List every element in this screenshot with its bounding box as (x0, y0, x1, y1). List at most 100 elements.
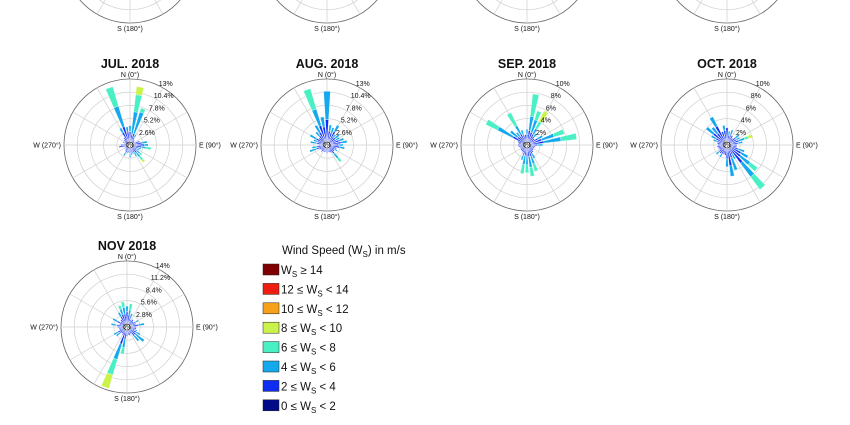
center-marker (323, 141, 331, 149)
wind-rose-7: 2% 4% 6% 8% 10% 0% N (0°) S (180°) E (90°) W (270… (430, 57, 618, 221)
south-label: S (180°) (314, 25, 340, 33)
north-label: N (0°) (121, 71, 139, 79)
rose-petal-segment (121, 329, 126, 334)
ring-label: 8% (751, 93, 761, 100)
rose-petal-segment (133, 140, 140, 145)
ring-label: 7.8% (149, 105, 165, 112)
rose-petal-segment (506, 112, 518, 128)
rose-petal-segment (326, 148, 328, 154)
rose-petal-segment (336, 156, 342, 163)
ring-label: 2.6% (336, 130, 352, 137)
rose-petal-segment (340, 139, 348, 144)
legend-swatch (262, 321, 280, 334)
rose-petal-segment (330, 127, 335, 134)
wind-rose-2: S (180°) (276, 0, 378, 33)
rose-spoke (551, 0, 561, 15)
rose-petal-segment (113, 105, 125, 128)
south-label: S (180°) (314, 213, 340, 221)
ring-label: 10.4% (351, 93, 371, 100)
rose-petal-segment (119, 127, 124, 134)
rose-petal-segment (303, 88, 317, 111)
ring-label: 10% (556, 81, 570, 88)
rose-petal-segment (313, 139, 318, 143)
rose-petal-segment (485, 119, 500, 131)
rose-petal-segment (133, 334, 140, 342)
center-label: 0% (126, 143, 135, 149)
north-label: N (0°) (318, 71, 336, 79)
rose-petal-segment (518, 142, 524, 145)
rose-petal-segment (711, 126, 719, 135)
rose-petal-segment (737, 148, 745, 153)
rose-petal-segment (318, 137, 325, 143)
rose-petal-segment (328, 124, 333, 132)
rose-petal-segment (129, 321, 134, 326)
rose-petal-segment (722, 148, 727, 155)
east-label: E (90°) (796, 142, 818, 150)
rose-petal-segment (112, 317, 118, 323)
rose-petal-segment (529, 138, 535, 143)
rose-spoke (526, 144, 585, 179)
rose-spoke (96, 0, 106, 15)
rose-petal-segment (712, 138, 718, 143)
rose-petal-segment (133, 134, 137, 139)
rose-petal-segment (727, 130, 731, 136)
east-label: E (90°) (196, 324, 218, 332)
rose-petal-segment (120, 144, 127, 146)
south-label: S (180°) (714, 213, 740, 221)
rose-spoke (493, 144, 528, 203)
rose-petal-segment (552, 129, 565, 138)
ring-label: 10.4% (154, 93, 174, 100)
rose-petal-segment (135, 86, 145, 96)
rose-petal-segment (315, 131, 321, 137)
west-label: W (270°) (430, 142, 458, 150)
rose-petal-segment (134, 329, 138, 332)
rose-title: JUL. 2018 (101, 57, 159, 71)
rose-petal-segment (113, 331, 119, 336)
rose-spoke (129, 144, 188, 179)
rose-petal-segment (118, 145, 126, 148)
rose-petal-segment (138, 152, 143, 156)
rose-petal-segment (309, 134, 318, 140)
rose-spoke (493, 0, 503, 15)
rose-petal-segment (128, 319, 134, 325)
rose-petal-segment (126, 150, 129, 155)
rose-spoke (293, 144, 328, 203)
rose-spoke (669, 144, 728, 179)
ring-label: 7.8% (346, 105, 362, 112)
rose-petal-segment (135, 331, 141, 336)
rose-petal-segment (123, 139, 128, 144)
rose-petal-segment (129, 313, 133, 319)
rose-petal-segment (115, 332, 121, 337)
ring-label: 14% (156, 263, 170, 270)
rose-petal-segment (717, 144, 724, 146)
rose-petal-segment (128, 125, 132, 132)
rose-petal-segment (747, 133, 754, 139)
rose-petal-segment (537, 143, 543, 147)
rose-petal-segment (520, 146, 525, 151)
rose-petal-segment (127, 329, 130, 336)
east-label: E (90°) (596, 142, 618, 150)
legend-swatch (262, 341, 280, 353)
rose-spoke (326, 144, 361, 203)
east-label: E (90°) (396, 142, 418, 150)
rose-title: AUG. 2018 (296, 57, 359, 71)
rose-petal-segment (117, 326, 124, 328)
rose-petal-segment (120, 347, 125, 355)
rose-petal-segment (332, 134, 337, 138)
rose-spoke (726, 87, 761, 146)
ring-label: 2.8% (136, 312, 152, 319)
rose-petal-segment (525, 156, 529, 165)
rose-petal-segment (117, 305, 122, 310)
south-label: S (180°) (117, 213, 143, 221)
legend-label: 8 ≤ WS < 10 (281, 323, 342, 337)
rose-petal-segment (126, 330, 128, 337)
rose-petal-segment (144, 143, 149, 147)
rose-petal-segment (735, 136, 741, 141)
ring-label: 2% (736, 130, 746, 137)
rose-petal-segment (339, 146, 345, 150)
rose-petal-segment (125, 126, 129, 133)
ring-label: 8% (551, 93, 561, 100)
rose-petal-segment (524, 134, 527, 142)
rose-spoke (351, 0, 361, 15)
